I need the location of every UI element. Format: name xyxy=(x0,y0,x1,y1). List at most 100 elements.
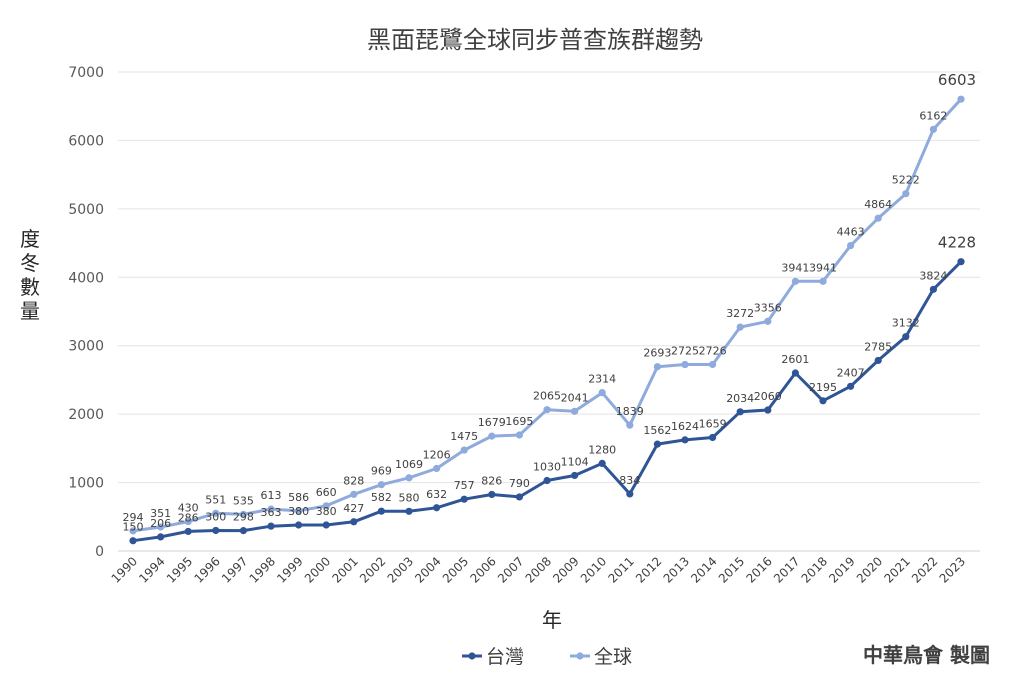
data-label: 300 xyxy=(205,510,226,523)
legend-swatch-marker xyxy=(576,652,584,660)
data-label: 1839 xyxy=(616,405,644,418)
x-tick-label: 1997 xyxy=(219,554,250,585)
x-tick-label: 1994 xyxy=(136,554,167,585)
data-label: 613 xyxy=(261,489,282,502)
x-axis-ticks: 1990199419951996199719981999200020012002… xyxy=(109,554,968,585)
x-tick-label: 2006 xyxy=(467,554,498,585)
legend[interactable]: 台灣 全球 xyxy=(462,646,632,668)
x-tick-label: 2010 xyxy=(578,554,609,585)
data-point xyxy=(929,125,938,133)
data-label: 660 xyxy=(316,486,337,499)
x-axis-title: 年 xyxy=(542,608,562,632)
data-label: 2601 xyxy=(781,353,809,366)
data-point xyxy=(488,432,496,440)
x-tick-label: 2019 xyxy=(826,554,857,585)
x-tick-label: 2001 xyxy=(329,554,360,585)
data-point xyxy=(653,363,662,371)
data-point xyxy=(791,277,800,285)
data-point xyxy=(957,95,965,103)
data-label: 2034 xyxy=(726,392,754,405)
x-tick-label: 2008 xyxy=(523,554,554,585)
data-label: 535 xyxy=(233,494,254,507)
y-axis-title: 度冬數量 xyxy=(20,227,40,323)
x-tick-label: 2013 xyxy=(661,554,692,585)
legend-item-global[interactable]: 全球 xyxy=(570,646,632,668)
data-label: 1206 xyxy=(423,448,451,461)
data-label: 298 xyxy=(233,511,254,524)
data-label: 2693 xyxy=(643,347,671,360)
data-point xyxy=(571,471,579,480)
data-label: 586 xyxy=(288,491,309,504)
data-label: 2785 xyxy=(864,340,892,353)
legend-item-taiwan[interactable]: 台灣 xyxy=(462,646,524,668)
data-label: 1069 xyxy=(395,458,423,471)
data-point xyxy=(433,504,441,512)
data-point xyxy=(322,521,330,529)
y-tick-label: 7000 xyxy=(68,65,104,81)
x-tick-label: 2009 xyxy=(550,554,581,585)
data-label: 2065 xyxy=(533,390,561,403)
data-label: 2726 xyxy=(699,344,727,357)
data-label: 582 xyxy=(371,491,392,504)
data-label: 294 xyxy=(123,511,144,524)
series-layer xyxy=(129,95,965,545)
data-label: 5222 xyxy=(892,174,920,187)
data-label: 2041 xyxy=(561,391,589,404)
data-point xyxy=(295,507,303,515)
x-tick-label: 2020 xyxy=(854,554,885,585)
data-point xyxy=(571,407,579,415)
x-tick-label: 1999 xyxy=(274,554,305,585)
data-point xyxy=(322,502,330,510)
data-point xyxy=(377,507,385,515)
x-tick-label: 2011 xyxy=(605,554,636,585)
data-label: 4228 xyxy=(938,234,976,252)
data-point xyxy=(626,421,634,429)
y-axis-title-text: 度冬數量 xyxy=(20,227,40,323)
y-tick-label: 1000 xyxy=(68,476,104,492)
y-tick-label: 2000 xyxy=(68,407,104,423)
data-label: 206 xyxy=(150,517,171,530)
data-point xyxy=(184,527,192,536)
data-point xyxy=(598,459,606,468)
data-label: 363 xyxy=(261,506,282,519)
x-tick-label: 2017 xyxy=(771,554,802,585)
y-tick-label: 0 xyxy=(95,544,104,560)
data-label: 380 xyxy=(288,505,309,518)
data-label: 2195 xyxy=(809,381,837,394)
data-point xyxy=(239,510,247,518)
data-point xyxy=(129,537,137,545)
x-tick-label: 2000 xyxy=(302,554,333,585)
data-point xyxy=(460,495,468,503)
data-label: 757 xyxy=(454,479,475,492)
data-point xyxy=(681,360,689,369)
data-label: 826 xyxy=(481,474,502,487)
y-axis-ticks: 0 1000 2000 3000 4000 5000 6000 7000 xyxy=(68,65,104,560)
data-point xyxy=(819,397,827,405)
data-point xyxy=(460,446,468,454)
data-point xyxy=(847,382,855,390)
data-point xyxy=(543,476,551,485)
y-tick-label: 5000 xyxy=(68,202,104,218)
data-point xyxy=(184,517,192,526)
data-point xyxy=(377,481,385,489)
y-tick-label: 3000 xyxy=(68,339,104,355)
data-label: 2060 xyxy=(754,390,782,403)
data-label: 834 xyxy=(619,474,640,487)
data-point xyxy=(405,474,413,482)
data-point xyxy=(515,431,524,439)
x-tick-label: 1990 xyxy=(109,554,140,585)
legend-label: 全球 xyxy=(594,646,632,668)
data-point xyxy=(212,526,220,535)
data-point xyxy=(764,317,772,325)
data-point xyxy=(129,527,137,535)
data-label: 1679 xyxy=(478,416,506,429)
data-point xyxy=(350,518,358,526)
x-tick-label: 2021 xyxy=(881,554,912,585)
data-point xyxy=(515,493,524,501)
data-label: 3941 xyxy=(781,261,809,274)
data-label: 790 xyxy=(509,477,530,490)
data-label: 3356 xyxy=(754,301,782,314)
data-label: 3941 xyxy=(809,261,837,274)
